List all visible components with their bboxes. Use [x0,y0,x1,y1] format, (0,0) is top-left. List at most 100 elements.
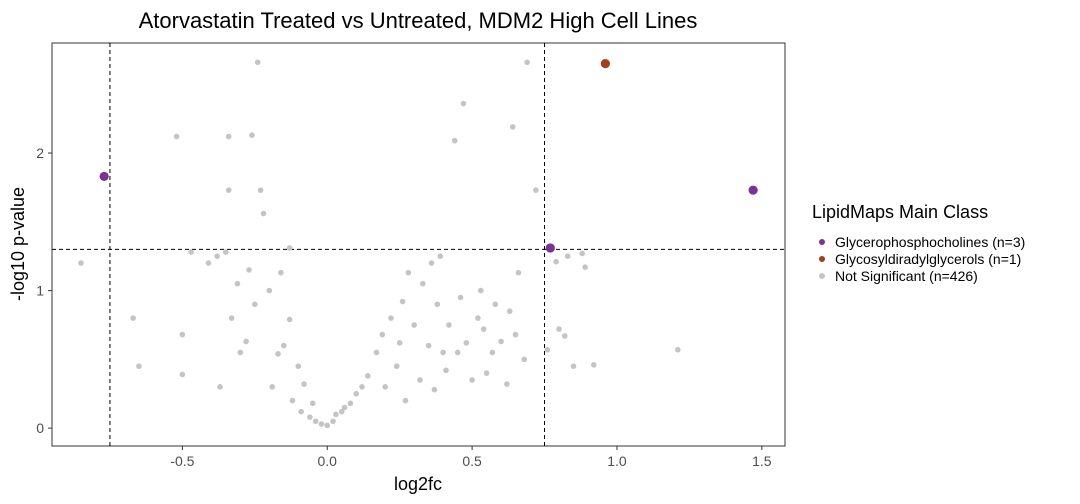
data-point-s2-96 [590,362,597,368]
data-point-s2-0 [78,260,84,266]
plot-panel [51,42,786,447]
data-point-s2-73 [475,315,481,321]
data-point-s2-39 [330,418,336,425]
x-tick-label-0: -0.5 [170,453,194,469]
data-point-s2-46 [364,373,371,379]
data-point-s2-91 [562,333,568,339]
data-point-s2-12 [225,187,232,193]
data-point-s2-59 [425,342,432,349]
data-point-s2-3 [173,133,180,140]
data-point-s2-80 [504,381,510,387]
data-point-s1-0 [600,59,610,69]
x-tick-label-2: 0.5 [462,453,482,469]
x-tick-label-3: 1.0 [607,453,627,469]
chart-title: Atorvastatin Treated vs Untreated, MDM2 … [139,8,698,33]
data-point-s2-77 [489,349,496,356]
y-axis: 0 1 2 [36,145,52,436]
data-point-s2-83 [512,331,519,338]
data-point-s2-41 [338,408,345,415]
legend-item-glycerophosphocholines: Glycerophosphocholines (n=3) [812,233,1025,250]
data-point-s2-4 [179,331,186,338]
data-point-s2-85 [521,356,528,363]
data-point-s2-53 [399,298,406,305]
data-point-s2-79 [498,338,504,345]
data-point-s2-26 [278,269,284,276]
data-point-s0-0 [99,171,109,182]
legend-title: LipidMaps Main Class [812,202,989,222]
data-point-s2-33 [301,381,307,387]
data-point-s2-16 [243,338,249,345]
data-point-s2-60 [428,260,435,266]
x-axis-title: log2fc [394,474,442,494]
data-point-s2-51 [393,363,400,370]
data-point-s2-62 [434,301,441,308]
data-point-s2-72 [469,377,475,383]
data-point-s2-40 [333,411,339,418]
data-point-s2-15 [237,349,244,356]
y-axis-title: -log10 p-value [8,187,28,301]
data-point-s2-36 [312,418,319,425]
data-point-s2-63 [437,253,444,259]
data-point-s2-65 [443,367,449,374]
data-point-s2-66 [446,322,452,328]
data-point-s2-78 [492,301,499,308]
data-point-s2-18 [249,132,255,138]
data-point-s2-17 [246,267,252,273]
data-point-s2-11 [225,133,232,140]
data-point-s2-6 [188,249,194,255]
data-point-s2-92 [564,253,571,259]
data-point-s2-28 [286,245,293,251]
data-point-s2-30 [289,397,296,404]
data-point-s2-76 [483,370,490,376]
data-point-s2-2 [136,363,142,370]
legend-label-glycerophosphocholines: Glycerophosphocholines (n=3) [835,233,1026,250]
data-point-s2-31 [295,363,302,370]
data-point-s2-70 [460,100,467,107]
data-point-s2-37 [318,421,325,427]
data-points [78,59,758,429]
data-point-s2-94 [579,250,585,257]
y-tick-label-1: 1 [36,283,44,299]
data-point-s2-54 [402,397,409,404]
data-point-s2-21 [257,187,264,193]
data-point-s2-71 [463,340,470,346]
data-point-s2-20 [254,59,261,66]
data-point-s2-25 [275,351,281,357]
data-point-s0-1 [545,243,555,253]
data-point-s2-27 [280,342,287,349]
data-point-s2-93 [570,363,577,370]
data-point-s2-38 [324,422,331,429]
data-point-s0-2 [748,185,758,195]
data-point-s2-58 [420,280,426,287]
data-point-s2-10 [223,249,229,255]
data-point-s2-8 [214,253,220,259]
data-point-s2-42 [341,404,348,411]
data-point-s2-13 [228,315,235,321]
data-point-s2-49 [382,384,388,390]
data-point-s2-22 [260,210,267,217]
data-point-s2-43 [347,400,354,407]
data-point-s2-69 [457,294,464,301]
data-point-s2-95 [582,264,588,270]
data-point-s2-84 [515,269,522,276]
legend-item-glycosyldiradylglycerols: Glycosyldiradylglycerols (n=1) [812,250,1025,267]
data-point-s2-5 [179,371,186,378]
data-point-s2-29 [286,316,293,323]
data-point-s2-86 [524,59,530,66]
data-point-s2-47 [373,349,380,356]
data-point-s2-74 [477,287,484,294]
data-point-s2-67 [451,137,458,144]
x-tick-label-1: 0.0 [318,453,338,469]
data-point-s2-7 [205,260,212,266]
x-tick-label-4: 1.5 [752,453,772,469]
legend-label-not-significant: Not Significant (n=426) [835,267,978,284]
data-point-s2-64 [440,349,446,356]
data-point-s2-56 [411,322,417,328]
legend-label-glycosyldiradylglycerols: Glycosyldiradylglycerols (n=1) [835,250,1022,267]
legend-key-glycosyldiradylglycerols [819,255,825,262]
data-point-s2-90 [556,326,562,332]
x-axis: -0.5 0.0 0.5 1.0 1.5 [170,446,772,469]
data-point-s2-57 [417,377,423,383]
data-point-s2-44 [353,390,360,397]
